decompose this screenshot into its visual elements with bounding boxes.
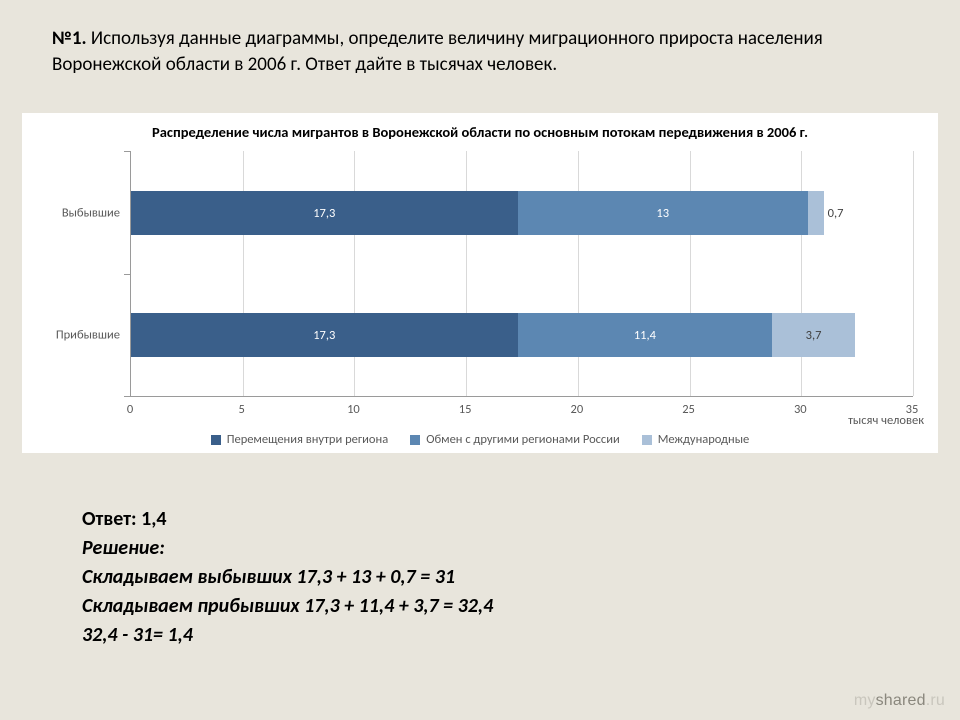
legend-item: Международные (642, 432, 750, 447)
y-category-label: Выбывшие (62, 206, 120, 221)
watermark-right: .ru (926, 692, 945, 709)
bar-row: 17,3130,7 (131, 191, 824, 235)
y-tick (124, 396, 130, 397)
legend: Перемещения внутри региона Обмен с другим… (22, 432, 938, 447)
bar-segment: 0,7 (808, 191, 824, 235)
legend-label: Обмен с другими регионами России (426, 432, 620, 447)
bar-value-outside: 0,7 (828, 206, 844, 221)
legend-swatch (211, 435, 221, 445)
gridline (243, 151, 244, 396)
gridline (913, 151, 914, 396)
bar-segment: 17,3 (131, 191, 518, 235)
gridline (578, 151, 579, 396)
legend-swatch (410, 435, 420, 445)
x-axis-title: тысяч человек (848, 413, 924, 428)
y-category-label: Прибывшие (56, 328, 120, 343)
watermark: myshared.ru (854, 692, 945, 710)
solution-step-2: Складываем прибывших 17,3 + 11,4 + 3,7 =… (82, 592, 910, 621)
question-text: №1. Используя данные диаграммы, определи… (52, 26, 910, 77)
y-tick (124, 274, 130, 275)
gridline (690, 151, 691, 396)
question-body: Используя данные диаграммы, определите в… (52, 27, 823, 76)
bar-segment: 11,4 (518, 313, 773, 357)
gridline (354, 151, 355, 396)
gridline (466, 151, 467, 396)
bar-row: 17,311,43,7 (131, 313, 855, 357)
x-tick-label: 20 (571, 402, 584, 417)
bar-segment: 13 (518, 191, 808, 235)
chart-title: Распределение числа мигрантов в Воронежс… (22, 113, 938, 141)
answer-value: Ответ: 1,4 (82, 505, 910, 534)
legend-item: Обмен с другими регионами России (410, 432, 620, 447)
question-number: №1. (52, 27, 87, 50)
x-tick-label: 25 (682, 402, 695, 417)
solution-step-3: 32,4 - 31= 1,4 (82, 621, 910, 650)
answer-block: Ответ: 1,4 Решение: Складываем выбывших … (82, 505, 910, 650)
solution-heading: Решение: (82, 534, 910, 563)
legend-label: Перемещения внутри региона (227, 432, 388, 447)
legend-item: Перемещения внутри региона (211, 432, 388, 447)
x-tick-label: 10 (347, 402, 360, 417)
chart-plot-area: 17,3130,717,311,43,7 (130, 151, 913, 397)
watermark-left: my (854, 692, 876, 709)
page-root: №1. Используя данные диаграммы, определи… (0, 0, 960, 720)
solution-step-1: Складываем выбывших 17,3 + 13 + 0,7 = 31 (82, 563, 910, 592)
bar-segment: 17,3 (131, 313, 518, 357)
chart-panel: Распределение числа мигрантов в Воронежс… (22, 113, 938, 453)
gridline (801, 151, 802, 396)
legend-swatch (642, 435, 652, 445)
watermark-mid: shared (876, 692, 926, 709)
legend-label: Международные (658, 432, 750, 447)
x-tick-label: 0 (127, 402, 133, 417)
x-tick-label: 15 (459, 402, 472, 417)
x-tick-label: 5 (239, 402, 245, 417)
y-tick (124, 151, 130, 152)
x-tick-label: 30 (794, 402, 807, 417)
bar-segment: 3,7 (772, 313, 855, 357)
